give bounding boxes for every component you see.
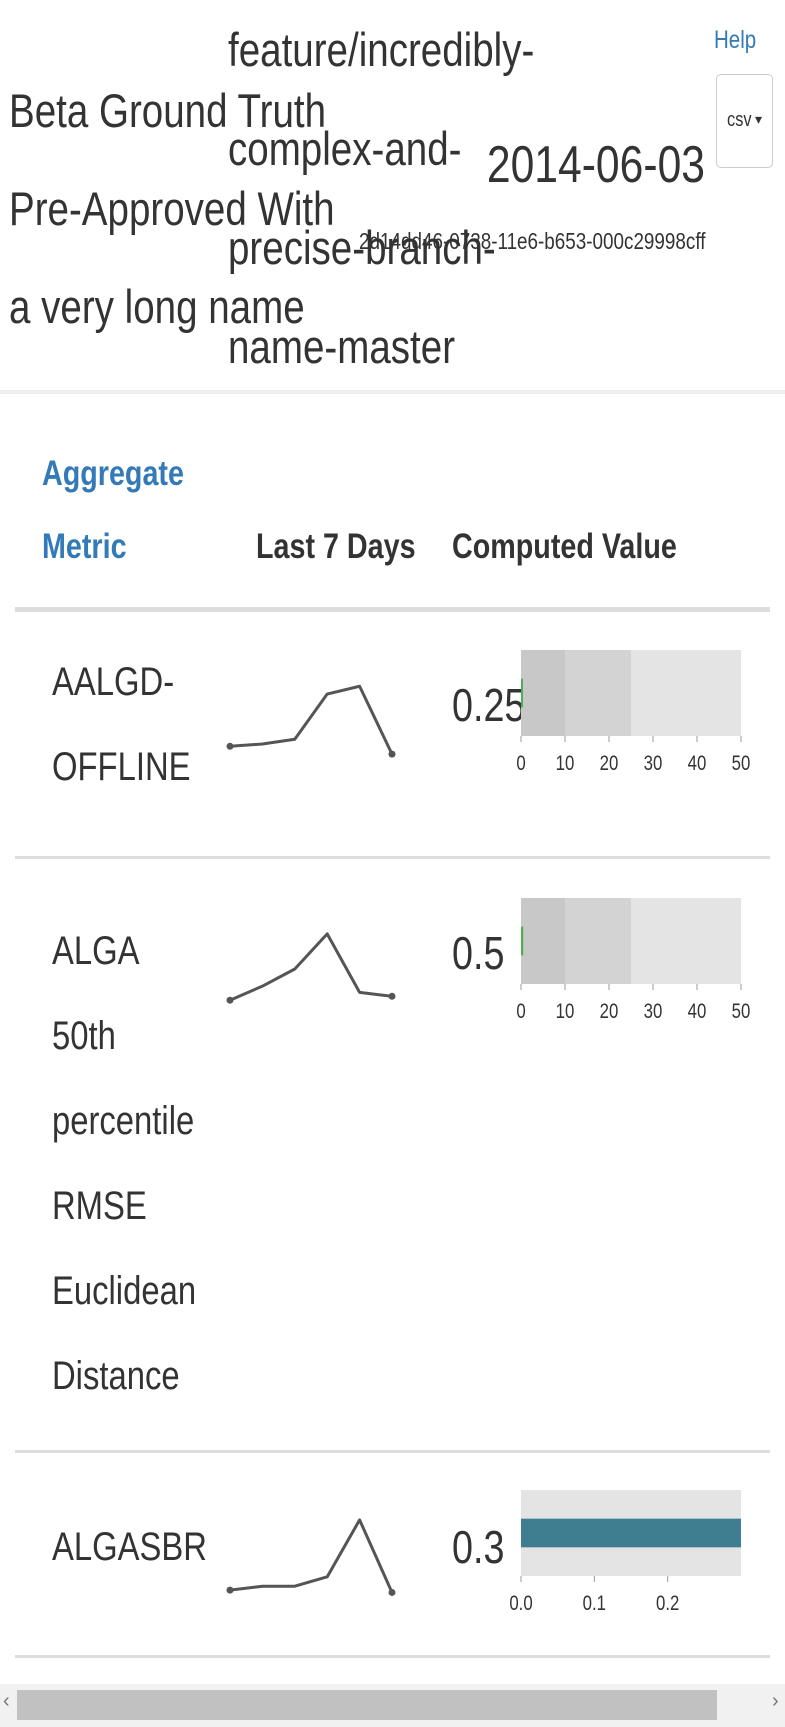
sparkline-endpoint [388, 1588, 396, 1596]
branch-name: feature/incredibly- complex-and- precise… [228, 0, 602, 396]
report-date: 2014-06-03 [439, 130, 705, 200]
column-header-text: Last 7 Days [256, 527, 416, 566]
column-header-computed-value: Computed Value [452, 510, 726, 583]
metric-name-line: OFFLINE [52, 745, 191, 789]
bullet-tick-label: 40 [688, 752, 707, 775]
report-date-text: 2014-06-03 [486, 136, 705, 194]
bullet-tick-label: 50 [732, 1000, 751, 1023]
bullet-chart: 0 10 20 30 40 50 [516, 650, 751, 776]
bullet-measure [521, 1518, 741, 1548]
metric-name-line: ALGASBR [52, 1525, 207, 1569]
sparkline-chart [226, 1518, 396, 1596]
report-title: Beta Ground Truth Pre-Approved With a ve… [9, 62, 406, 356]
sparkline-endpoint [226, 1586, 234, 1594]
branch-line: name-master [228, 320, 456, 373]
export-csv-dropdown[interactable]: csv ▾ [716, 74, 773, 168]
bullet-tick-label: 30 [644, 1000, 663, 1023]
export-label: csv [727, 109, 752, 131]
metric-name-line: ALGA [52, 929, 140, 973]
run-uuid-text: 2d14dd46-0738-11e6-b653-000c29998cff [358, 228, 705, 254]
bullet-tick-label: 30 [644, 752, 663, 775]
metric-name-line: Euclidean [52, 1269, 197, 1313]
sparkline-chart [226, 932, 396, 1004]
metric-name-line: RMSE [52, 1184, 147, 1228]
sparkline-chart [226, 684, 396, 758]
bullet-measure [521, 678, 523, 708]
column-header-text: Computed Value [452, 527, 677, 566]
branch-line: complex-and- [228, 122, 462, 175]
computed-value: 0.25 [452, 678, 542, 732]
computed-value: 0.5 [452, 926, 516, 980]
bullet-range [521, 650, 565, 736]
sparkline-endpoint [226, 996, 234, 1004]
scrollbar-thumb[interactable] [17, 1690, 717, 1720]
computed-value-text: 0.5 [452, 927, 505, 979]
metric-link-algasbr[interactable]: ALGASBR [52, 1505, 241, 1590]
metric-name-line: AALGD- [52, 660, 175, 704]
metric-name-line: percentile [52, 1099, 195, 1143]
bullet-tick-label: 0.2 [656, 1592, 679, 1615]
report-header: Beta Ground Truth Pre-Approved With a ve… [0, 0, 785, 395]
bullet-range [521, 898, 565, 984]
metric-link-aalgd-offline[interactable]: AALGD- OFFLINE [52, 640, 221, 810]
metric-name-line: 50th [52, 1014, 116, 1058]
help-link[interactable]: Help [714, 26, 765, 55]
bullet-tick-label: 0 [516, 752, 525, 775]
branch-line: feature/incredibly- [228, 23, 535, 76]
computed-value: 0.3 [452, 1520, 516, 1574]
sparkline-endpoint [388, 992, 396, 1000]
bullet-measure [521, 926, 524, 956]
header-divider [0, 390, 785, 394]
computed-value-text: 0.3 [452, 1521, 505, 1573]
title-line: a very long name [9, 280, 305, 333]
bullet-tick-label: 0.0 [509, 1592, 532, 1615]
bullet-tick-label: 10 [556, 752, 575, 775]
scroll-right-arrow-icon[interactable]: › [772, 1690, 779, 1712]
sparkline-endpoint [226, 742, 234, 750]
caret-down-icon: ▾ [755, 111, 763, 127]
column-header-aggregate-metric[interactable]: Aggregate Metric [42, 437, 215, 583]
computed-value-text: 0.25 [452, 679, 526, 731]
title-line: Pre-Approved With [9, 182, 335, 235]
sparkline-line [229, 684, 394, 755]
bullet-tick-label: 10 [556, 1000, 575, 1023]
metric-name-line: Distance [52, 1354, 180, 1398]
metric-link-alga-50th-percentile[interactable]: ALGA 50th percentile RMSE Euclidean Dist… [52, 909, 228, 1419]
column-header-last-7-days: Last 7 Days [256, 510, 451, 583]
bullet-tick-label: 0 [516, 1000, 525, 1023]
branch-line: precise-branch- [228, 221, 496, 274]
row-divider [15, 856, 770, 859]
row-divider [15, 1655, 770, 1658]
scroll-left-arrow-icon[interactable]: ‹ [3, 1690, 10, 1712]
row-divider [15, 1450, 770, 1453]
title-line: Beta Ground Truth [9, 84, 327, 137]
bullet-tick-label: 20 [600, 752, 619, 775]
run-uuid: 2d14dd46-0738-11e6-b653-000c29998cff [283, 226, 705, 256]
table-header-divider [15, 607, 770, 612]
bullet-tick-label: 0.1 [583, 1592, 606, 1615]
bullet-tick-label: 20 [600, 1000, 619, 1023]
bullet-tick-label: 40 [688, 1000, 707, 1023]
sparkline-line [229, 1518, 394, 1594]
column-header-text: Metric [42, 527, 127, 566]
bullet-tick-label: 50 [732, 752, 751, 775]
bullet-chart: 0.0 0.1 0.2 [509, 1490, 741, 1616]
help-link-text: Help [714, 26, 757, 54]
sparkline-line [229, 932, 393, 1002]
bullet-chart: 0 10 20 30 40 50 [516, 898, 751, 1024]
sparkline-endpoint [388, 750, 396, 758]
column-header-text: Aggregate [42, 454, 184, 493]
